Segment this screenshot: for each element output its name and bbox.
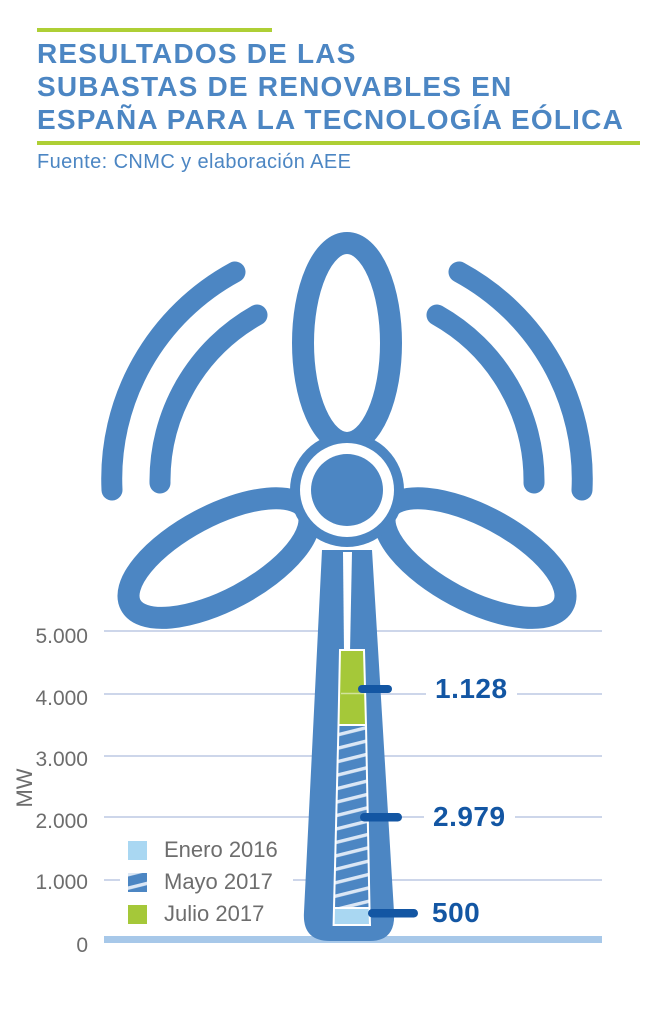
legend-swatch-julio-icon <box>128 904 147 924</box>
turbine-blades-icon <box>117 232 577 629</box>
legend-item-julio-2017: Julio 2017 <box>120 898 285 930</box>
wind-arc-left-outer-icon <box>101 261 246 501</box>
callout-dashes <box>358 685 418 918</box>
source-note: Fuente: CNMC y elaboración AEE <box>37 151 352 173</box>
y-tick-0: 0 <box>76 934 88 957</box>
value-label-julio-2017: 1.128 <box>426 672 517 706</box>
y-tick-5000: 5.000 <box>35 625 88 648</box>
page-title: RESULTADOS DE LAS SUBASTAS DE RENOVABLES… <box>37 37 624 136</box>
bar-segment-enero-2016 <box>332 907 372 926</box>
callout-dash-enero <box>368 909 418 918</box>
y-tick-2000: 2.000 <box>35 810 88 833</box>
value-label-enero-2016: 500 <box>423 896 490 930</box>
legend-swatch-mayo-icon <box>128 872 147 892</box>
callout-dash-mayo <box>360 813 402 822</box>
wind-arcs-icon <box>101 261 593 501</box>
y-axis-label: MW <box>12 768 37 808</box>
turbine-hub-icon <box>290 433 404 547</box>
page-title-line1: RESULTADOS DE LAS <box>37 38 357 69</box>
top-accent-rule <box>37 28 272 32</box>
legend-label-julio: Julio 2017 <box>164 901 265 926</box>
wind-arc-left-inner-icon <box>149 304 268 494</box>
legend-item-enero-2016: Enero 2016 <box>120 834 298 866</box>
legend-label-mayo: Mayo 2017 <box>164 869 273 894</box>
divider-rule <box>37 141 640 145</box>
wind-arc-right-inner-icon <box>426 304 545 494</box>
legend-swatch-enero-icon <box>128 840 147 860</box>
y-tick-3000: 3.000 <box>35 748 88 771</box>
wind-arc-right-outer-icon <box>448 261 593 501</box>
blade-top-icon <box>292 232 402 454</box>
page-title-line3: ESPAÑA PARA LA TECNOLOGÍA EÓLICA <box>37 104 624 135</box>
tower-notch <box>343 552 352 652</box>
stacked-bar <box>332 649 372 926</box>
page-title-line2: SUBASTAS DE RENOVABLES EN <box>37 71 513 102</box>
y-tick-1000: 1.000 <box>35 871 88 894</box>
legend-item-mayo-2017: Mayo 2017 <box>120 866 293 898</box>
value-label-mayo-2017: 2.979 <box>424 800 515 834</box>
y-tick-4000: 4.000 <box>35 687 88 710</box>
callout-dash-julio <box>358 685 392 693</box>
legend-label-enero: Enero 2016 <box>164 837 278 862</box>
